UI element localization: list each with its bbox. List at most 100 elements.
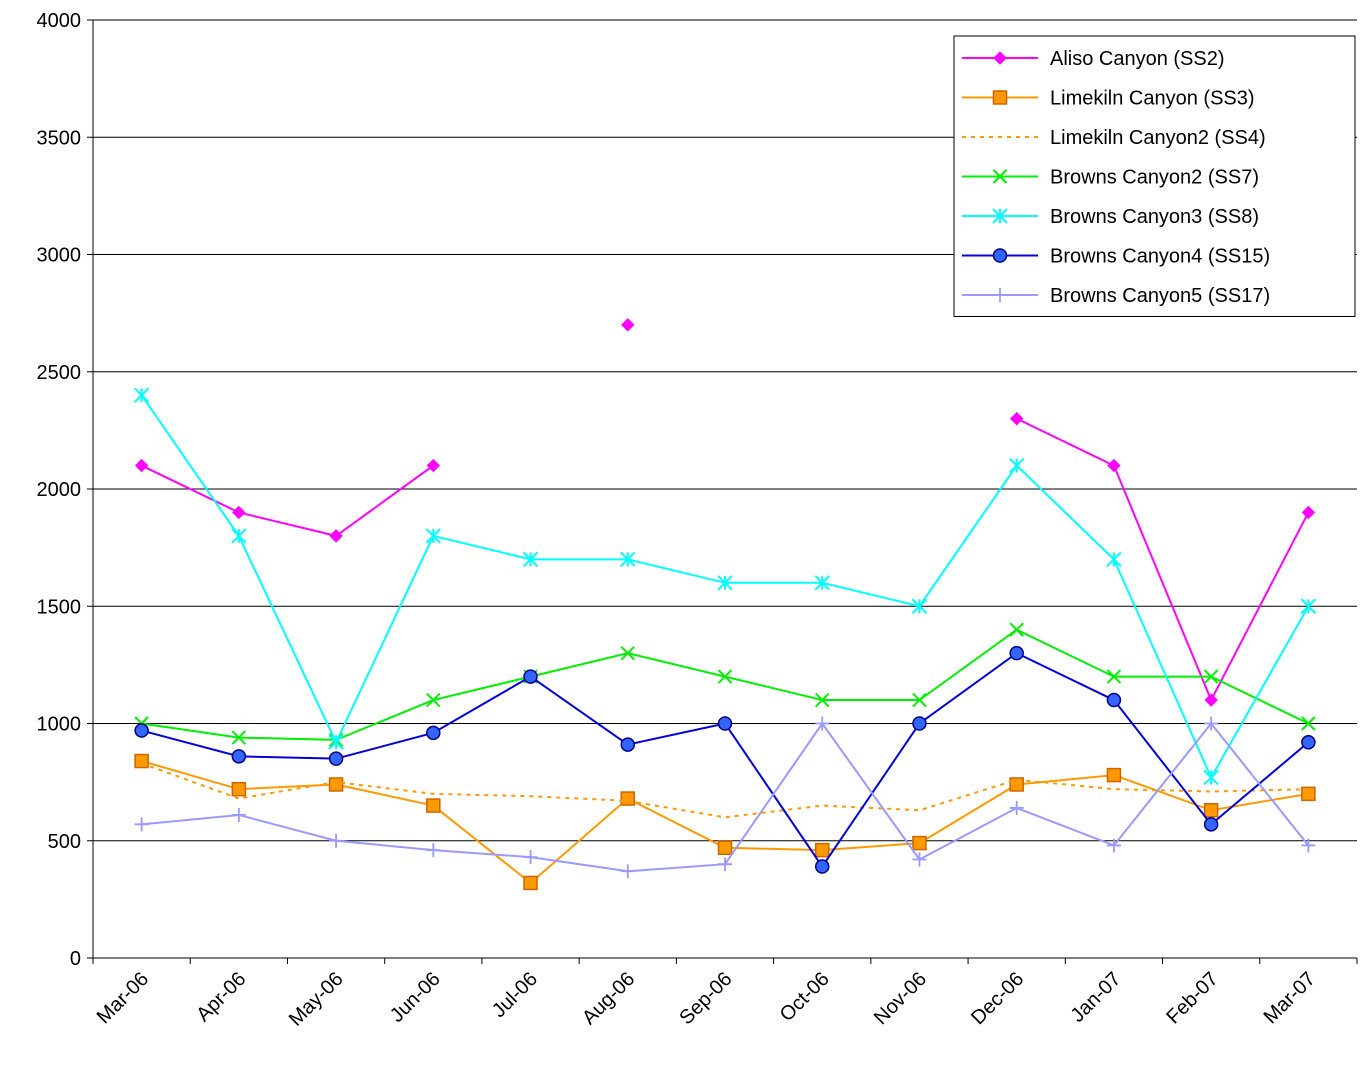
data-point — [717, 575, 733, 591]
data-point — [1203, 803, 1219, 818]
data-point — [1106, 767, 1122, 783]
data-point — [232, 505, 246, 520]
data-point — [231, 807, 246, 822]
legend-item: Browns Canyon5 (SS17) — [962, 285, 1270, 307]
legend-item: Browns Canyon3 (SS8) — [962, 206, 1259, 228]
data-point — [1203, 769, 1219, 786]
series-line — [1016, 417, 1310, 703]
x-tick-label: Nov-06 — [870, 968, 931, 1029]
data-point — [134, 753, 149, 769]
data-point — [993, 51, 1007, 65]
data-point — [231, 528, 247, 544]
series-0 — [134, 318, 1316, 707]
data-point — [523, 669, 538, 684]
data-point — [1106, 838, 1121, 853]
data-point — [134, 817, 149, 832]
data-point — [621, 318, 635, 332]
data-point — [231, 781, 247, 797]
y-tick-labels: 0 500 1000 1500 2000 2500 3000 3500 4000 — [37, 10, 82, 970]
data-point — [1204, 716, 1219, 731]
data-point — [426, 798, 441, 813]
data-point — [620, 737, 636, 752]
data-point — [1300, 598, 1317, 614]
data-point — [426, 692, 441, 708]
data-point — [426, 843, 441, 858]
data-point — [993, 288, 1007, 302]
x-tick-label: Oct-06 — [776, 968, 834, 1026]
legend-label: Limekiln Canyon2 (SS4) — [1050, 127, 1266, 149]
x-tick-label: Mar-06 — [93, 968, 153, 1028]
data-point — [1203, 817, 1219, 832]
data-point — [992, 208, 1008, 224]
data-point — [1204, 693, 1218, 707]
data-point — [992, 90, 1008, 105]
data-point — [328, 751, 344, 766]
series-5 — [134, 645, 1316, 874]
data-point — [912, 692, 927, 708]
legend-item: Limekiln Canyon2 (SS4) — [962, 127, 1266, 149]
data-point — [1009, 777, 1024, 792]
data-point — [1106, 692, 1122, 708]
x-tick-labels: Mar-06 Apr-06 May-06 Jun-06 Jul-06 Aug-06 Sep-… — [93, 968, 1320, 1031]
legend-item: Browns Canyon4 (SS15) — [962, 246, 1270, 268]
series-line — [141, 762, 1309, 819]
data-point — [620, 551, 636, 568]
data-point — [1009, 622, 1024, 637]
data-point — [1301, 735, 1316, 750]
data-point — [814, 842, 830, 858]
x-tick-label: Sep-06 — [675, 968, 736, 1029]
y-tick-label: 4000 — [37, 10, 82, 32]
data-point — [815, 692, 830, 708]
data-point — [523, 850, 538, 865]
x-tick-label: Aug-06 — [578, 968, 639, 1029]
data-point — [1009, 411, 1024, 426]
legend-label: Browns Canyon5 (SS17) — [1050, 285, 1270, 307]
y-tick-label: 3500 — [37, 127, 82, 149]
data-point — [134, 458, 149, 473]
series-2 — [141, 762, 1309, 819]
data-point — [231, 749, 247, 764]
x-tick-label: May-06 — [285, 968, 348, 1031]
legend-label: Limekiln Canyon (SS3) — [1050, 88, 1255, 110]
data-point — [717, 716, 733, 731]
series-6 — [134, 716, 1316, 879]
x-tick-label: Dec-06 — [967, 968, 1028, 1029]
legend-label: Browns Canyon3 (SS8) — [1050, 206, 1259, 228]
y-tick-label: 3000 — [37, 245, 82, 267]
series — [133, 318, 1317, 891]
data-point — [426, 458, 441, 473]
data-point — [992, 248, 1008, 263]
data-point — [620, 645, 635, 661]
data-point — [328, 777, 344, 792]
y-tick-label: 2000 — [37, 479, 82, 501]
data-point — [1107, 458, 1121, 473]
data-point — [1009, 800, 1024, 815]
data-point — [328, 734, 344, 750]
data-point — [329, 529, 343, 543]
legend: Aliso Canyon (SS2) Limekiln Canyon (SS3) L… — [953, 35, 1356, 317]
data-point — [718, 857, 732, 872]
data-point — [912, 852, 927, 867]
x-tick-label: Apr-06 — [192, 968, 250, 1026]
data-point — [912, 716, 927, 731]
data-point — [329, 833, 344, 848]
data-point — [620, 864, 635, 879]
y-tick-label: 2500 — [37, 362, 82, 384]
data-point — [1203, 669, 1219, 684]
legend-label: Aliso Canyon (SS2) — [1050, 48, 1225, 70]
x-tick-label: Jul-06 — [488, 968, 542, 1022]
data-point — [426, 725, 441, 741]
data-point — [133, 387, 150, 403]
legend-label: Browns Canyon2 (SS7) — [1050, 167, 1259, 189]
legend-item: Limekiln Canyon (SS3) — [962, 88, 1255, 110]
data-point — [717, 669, 733, 684]
data-point — [912, 835, 927, 851]
x-tick-label: Jan-07 — [1067, 968, 1126, 1027]
series-4 — [133, 387, 1317, 786]
data-point — [522, 551, 539, 568]
y-tick-label: 1500 — [37, 596, 82, 618]
series-line — [141, 464, 434, 537]
legend-item: Aliso Canyon (SS2) — [962, 48, 1225, 70]
